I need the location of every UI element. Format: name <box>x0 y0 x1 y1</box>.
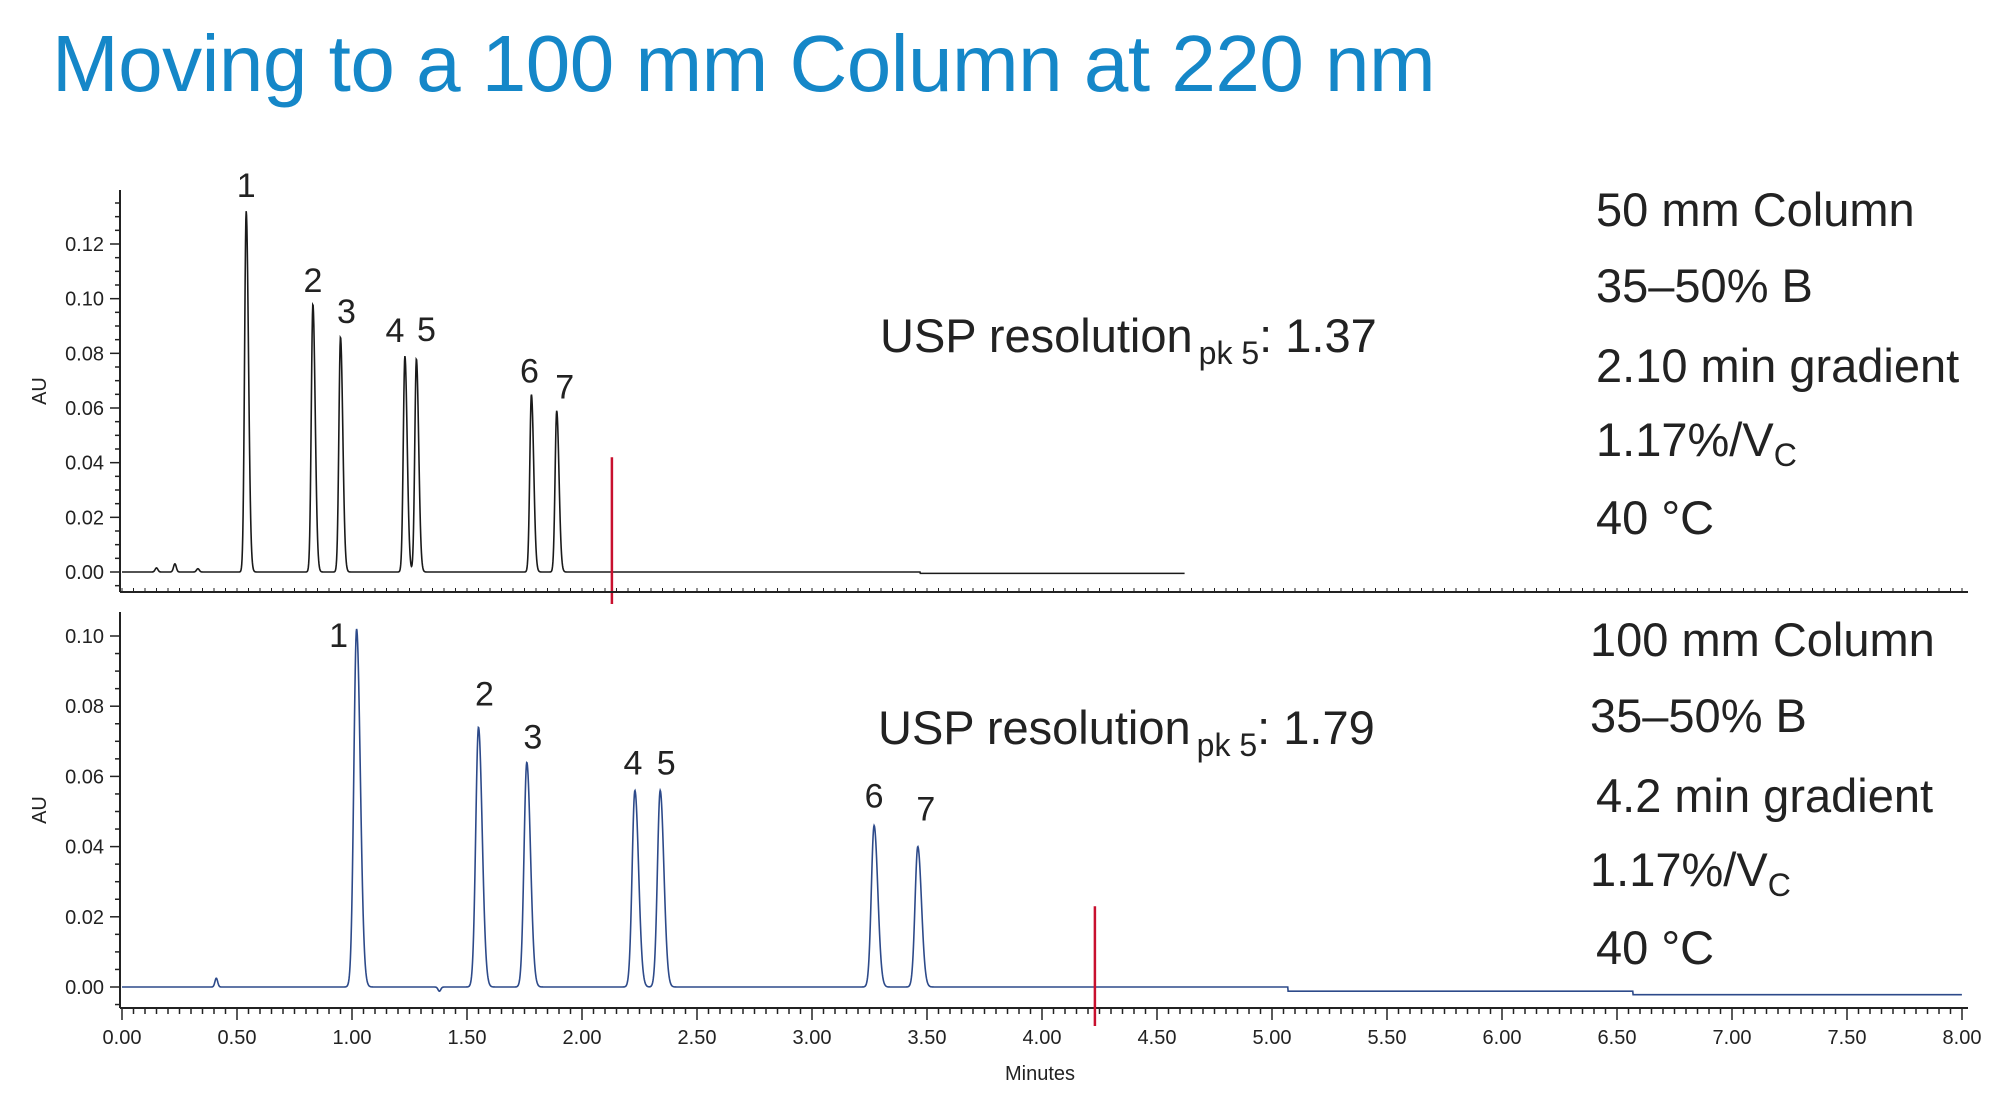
condition-slope: 1.17%/VC <box>1596 412 1797 474</box>
peak-label: 1 <box>329 617 348 655</box>
condition-gradient-range: 35–50% B <box>1596 259 1813 312</box>
peak-label: 4 <box>623 744 642 782</box>
x-tick-label: 3.00 <box>793 1027 832 1049</box>
usp-value: : 1.79 <box>1257 701 1375 754</box>
peak-label: 7 <box>916 791 935 829</box>
slope-subscript: C <box>1767 867 1791 903</box>
peak-label: 1 <box>237 167 256 205</box>
usp-label: USP resolution <box>880 309 1193 362</box>
x-axis-label: Minutes <box>1005 1063 1075 1085</box>
y-tick-label: 0.10 <box>65 626 104 648</box>
y-tick-label: 0.04 <box>65 453 104 475</box>
peak-label: 4 <box>385 312 404 350</box>
x-tick-label: 3.50 <box>908 1027 947 1049</box>
condition-gradient-range: 35–50% B <box>1590 689 1807 742</box>
usp-resolution-bottom: USP resolution pk 5: 1.79 <box>878 700 1375 764</box>
y-axis-label: AU <box>29 796 51 824</box>
x-tick-label: 5.00 <box>1253 1027 1292 1049</box>
y-tick-label: 0.10 <box>65 289 104 311</box>
y-tick-label: 0.00 <box>65 562 104 584</box>
condition-gradient-time: 4.2 min gradient <box>1596 769 1934 822</box>
usp-peak-subscript: pk 5 <box>1196 727 1258 763</box>
y-tick-label: 0.06 <box>65 766 104 788</box>
x-tick-label: 0.00 <box>103 1027 142 1049</box>
condition-temperature: 40 °C <box>1596 491 1715 544</box>
usp-resolution-top: USP resolution pk 5: 1.37 <box>880 308 1377 372</box>
peak-label: 6 <box>520 352 539 390</box>
x-tick-label: 8.00 <box>1943 1027 1982 1049</box>
peak-label: 3 <box>523 718 542 756</box>
peak-label: 6 <box>865 778 884 816</box>
peak-label: 7 <box>555 369 574 407</box>
y-tick-label: 0.02 <box>65 907 104 929</box>
y-tick-label: 0.08 <box>65 343 104 365</box>
peak-label: 2 <box>303 262 322 300</box>
x-tick-label: 4.00 <box>1023 1027 1062 1049</box>
usp-label: USP resolution <box>878 701 1191 754</box>
x-tick-label: 5.50 <box>1368 1027 1407 1049</box>
condition-gradient-time: 2.10 min gradient <box>1596 339 1960 392</box>
slope-text: 1.17%/V <box>1590 843 1768 896</box>
page-title: Moving to a 100 mm Column at 220 nm <box>52 19 1436 108</box>
slope-text: 1.17%/V <box>1596 413 1774 466</box>
x-tick-label: 7.50 <box>1828 1027 1867 1049</box>
slope-subscript: C <box>1773 437 1797 473</box>
y-tick-label: 0.06 <box>65 398 104 420</box>
x-tick-label: 6.50 <box>1598 1027 1637 1049</box>
peak-label: 5 <box>657 744 676 782</box>
y-tick-label: 0.04 <box>65 837 104 859</box>
x-tick-label: 2.00 <box>563 1027 602 1049</box>
condition-column: 100 mm Column <box>1590 613 1935 666</box>
x-tick-label: 6.00 <box>1483 1027 1522 1049</box>
condition-slope: 1.17%/VC <box>1590 842 1791 904</box>
usp-peak-subscript: pk 5 <box>1198 335 1260 371</box>
x-tick-label: 4.50 <box>1138 1027 1177 1049</box>
chromatogram-trace <box>122 628 1962 996</box>
condition-column: 50 mm Column <box>1596 183 1915 236</box>
usp-value: : 1.37 <box>1259 309 1377 362</box>
peak-label: 2 <box>475 675 494 713</box>
y-tick-label: 0.08 <box>65 696 104 718</box>
x-tick-label: 0.50 <box>218 1027 257 1049</box>
peak-label: 5 <box>417 311 436 349</box>
y-tick-label: 0.00 <box>65 977 104 999</box>
x-tick-label: 1.50 <box>448 1027 487 1049</box>
x-tick-label: 1.00 <box>333 1027 372 1049</box>
y-tick-label: 0.12 <box>65 234 104 256</box>
peak-label: 3 <box>337 293 356 331</box>
y-tick-label: 0.02 <box>65 507 104 529</box>
x-tick-label: 7.00 <box>1713 1027 1752 1049</box>
condition-temperature: 40 °C <box>1596 921 1715 974</box>
chromatogram-trace <box>122 211 1185 575</box>
y-axis-label: AU <box>29 377 51 405</box>
x-tick-label: 2.50 <box>678 1027 717 1049</box>
